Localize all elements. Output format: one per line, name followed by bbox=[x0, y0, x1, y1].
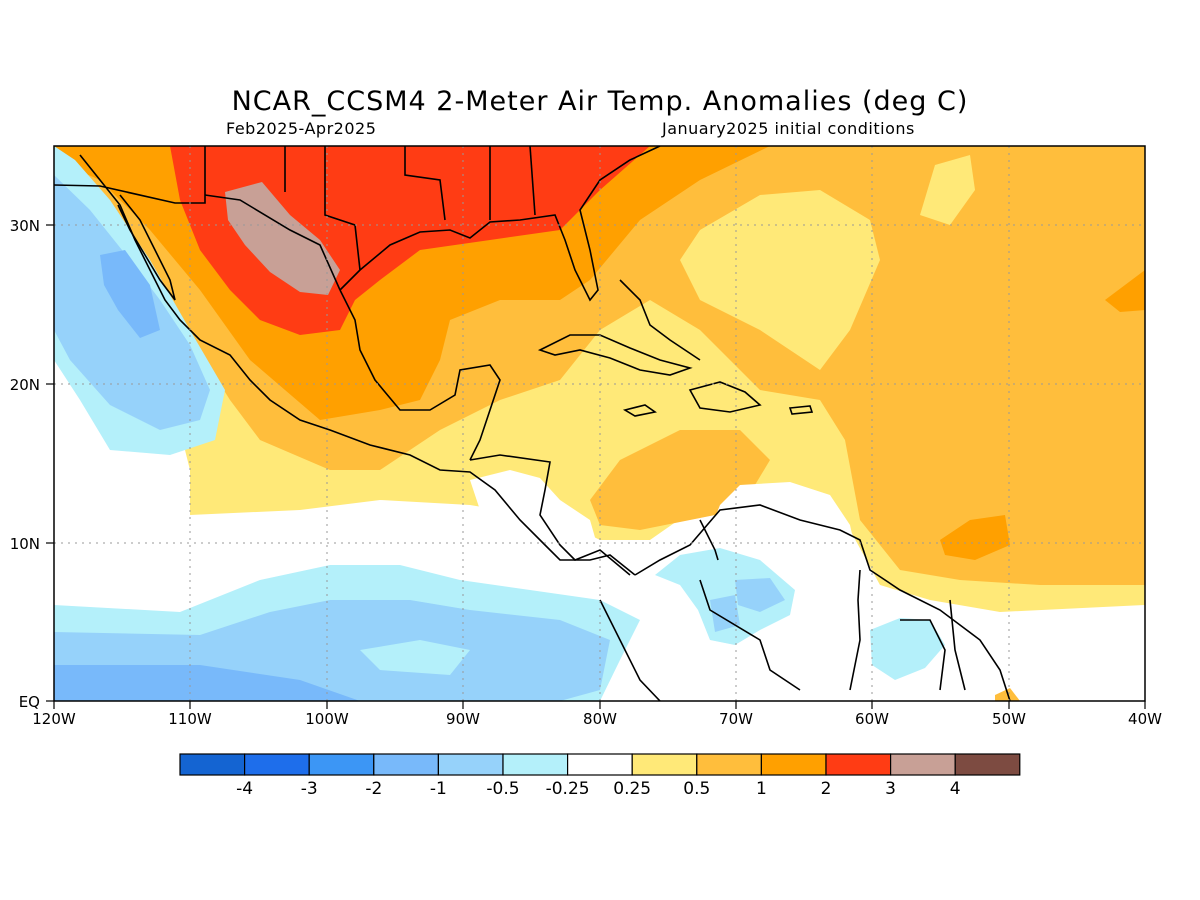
colorbar-label: 4 bbox=[950, 779, 961, 799]
forecast-period: Feb2025-Apr2025 bbox=[226, 119, 377, 138]
colorbar-label: 0.5 bbox=[683, 779, 710, 799]
lon-label: 90W bbox=[446, 710, 480, 728]
longitude-labels: 120W 110W 100W 90W 80W 70W 60W 50W 40W bbox=[32, 710, 1162, 728]
lon-label: 80W bbox=[583, 710, 617, 728]
colorbar-swatch bbox=[179, 753, 246, 776]
lon-label: 70W bbox=[719, 710, 753, 728]
colorbar-label: 1 bbox=[756, 779, 767, 799]
axis-ticks bbox=[46, 224, 1146, 709]
lat-label: 20N bbox=[10, 376, 40, 394]
lat-label: EQ bbox=[19, 693, 40, 711]
colorbar-swatch bbox=[760, 753, 827, 776]
colorbar-swatch bbox=[696, 753, 762, 776]
colorbar-swatch bbox=[308, 753, 375, 776]
latitude-labels: 30N 20N 10N EQ bbox=[10, 217, 40, 711]
colorbar-label: -0.25 bbox=[546, 779, 590, 799]
colorbar-label: -1 bbox=[430, 779, 447, 799]
lon-label: 50W bbox=[992, 710, 1026, 728]
colorbar-swatch bbox=[825, 753, 892, 776]
colorbar-swatch bbox=[502, 753, 569, 776]
colorbar-label: -4 bbox=[236, 779, 253, 799]
lon-label: 40W bbox=[1128, 710, 1162, 728]
lat-label: 10N bbox=[10, 535, 40, 553]
lon-label: 100W bbox=[305, 710, 349, 728]
lon-label: 110W bbox=[168, 710, 212, 728]
colorbar-label: -2 bbox=[365, 779, 382, 799]
anomaly-field bbox=[54, 146, 1145, 701]
coastlines bbox=[54, 146, 1011, 701]
map-title: NCAR_CCSM4 2-Meter Air Temp. Anomalies (… bbox=[231, 86, 969, 117]
lon-label: 120W bbox=[32, 710, 76, 728]
colorbar-swatch bbox=[244, 753, 310, 776]
colorbar-label: 2 bbox=[821, 779, 832, 799]
lon-label: 60W bbox=[855, 710, 889, 728]
colorbar-label: -0.5 bbox=[486, 779, 519, 799]
colorbar: -4 -3 -2 -1 -0.5 -0.25 0.25 0.5 1 2 3 4 bbox=[179, 753, 1021, 799]
colorbar-swatch bbox=[889, 753, 956, 776]
colorbar-swatch bbox=[954, 753, 1021, 776]
lat-label: 30N bbox=[10, 217, 40, 235]
colorbar-label: 3 bbox=[885, 779, 896, 799]
initial-conditions: January2025 initial conditions bbox=[662, 119, 915, 138]
graticule bbox=[54, 146, 1145, 701]
colorbar-swatch bbox=[437, 753, 504, 776]
colorbar-label: 0.25 bbox=[613, 779, 651, 799]
colorbar-label: -3 bbox=[301, 779, 318, 799]
colorbar-swatch bbox=[373, 753, 439, 776]
colorbar-swatch bbox=[631, 753, 698, 776]
colorbar-swatch bbox=[566, 753, 633, 776]
